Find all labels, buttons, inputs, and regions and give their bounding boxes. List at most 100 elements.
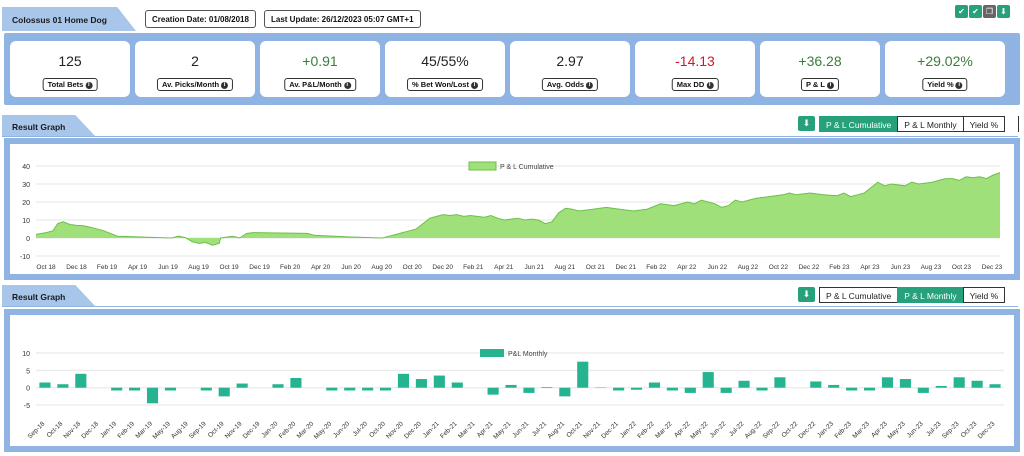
x-tick-label: Feb-19 <box>116 420 136 440</box>
monthly-bar <box>200 387 212 391</box>
check-alt-icon[interactable]: ✔ <box>969 5 982 18</box>
monthly-bar <box>75 373 87 388</box>
x-tick-label: Mar-19 <box>134 420 154 440</box>
legend-label: P & L Cumulative <box>500 164 554 171</box>
stat-label[interactable]: Max DD i <box>671 78 719 91</box>
stat-value: -14.13 <box>675 53 715 69</box>
x-tick-label: Aug 23 <box>921 264 942 271</box>
section-divider <box>2 306 1018 307</box>
divider <box>1018 116 1019 132</box>
chart-mode-monthly-button[interactable]: P & L Monthly <box>897 116 964 132</box>
monthly-bar <box>397 373 410 388</box>
download-chart-button[interactable]: ⬇ <box>798 116 815 131</box>
cumulative-area <box>36 172 1000 246</box>
stat-value: 125 <box>58 53 82 69</box>
chart-mode-yield-button[interactable]: Yield % <box>962 287 1006 303</box>
copy-icon[interactable]: ❐ <box>983 5 996 18</box>
x-tick-label: Jun 19 <box>158 264 178 271</box>
x-tick-label: Dec 23 <box>982 264 1003 271</box>
x-tick-label: Feb 22 <box>646 264 667 271</box>
x-tick-label: Dec 19 <box>249 264 270 271</box>
y-tick-label: 20 <box>22 200 30 207</box>
stat-label[interactable]: Yield % i <box>922 78 968 91</box>
cumulative-chart-panel: -10 0 10 20 30 40 Oct 18 Dec 18 Feb 19 Apr 19 Jun … <box>4 138 1020 280</box>
stat-label[interactable]: % Bet Won/Lost i <box>407 78 483 91</box>
chart-mode-cumulative-button[interactable]: P & L Cumulative <box>819 287 899 303</box>
monthly-bar <box>577 361 589 388</box>
download-chart-button[interactable]: ⬇ <box>798 287 815 302</box>
stat-value: +0.91 <box>302 53 338 69</box>
info-icon[interactable]: i <box>827 81 835 89</box>
x-tick-label: Feb-21 <box>439 420 459 440</box>
x-tick-label: Oct-18 <box>46 420 65 439</box>
check-icon[interactable]: ✔ <box>955 5 968 18</box>
x-tick-label: Oct 22 <box>769 264 789 271</box>
x-tick-label: Apr 19 <box>128 264 148 271</box>
x-tick-label: Nov-19 <box>224 420 244 440</box>
result-graph-tab-1: Result Graph <box>2 115 96 137</box>
x-tick-label: Oct 21 <box>586 264 606 271</box>
stat-label[interactable]: Avg. Odds i <box>541 78 599 91</box>
x-tick-label: Feb-22 <box>636 420 656 440</box>
section-title: Result Graph <box>12 292 66 302</box>
x-tick-label: Aug-22 <box>744 420 764 440</box>
monthly-bar <box>738 380 750 388</box>
x-tick-label: Apr 21 <box>494 264 514 271</box>
cumulative-line <box>35 172 1001 246</box>
x-tick-label: Jan-21 <box>422 420 441 439</box>
x-tick-label: Oct-19 <box>207 420 226 439</box>
info-icon[interactable]: i <box>85 81 93 89</box>
x-tick-label: Jan-23 <box>816 420 835 439</box>
x-tick-label: Feb 19 <box>97 264 118 271</box>
x-tick-label: Dec-21 <box>600 420 620 440</box>
chart-mode-yield-button[interactable]: Yield % <box>962 116 1006 132</box>
monthly-bar <box>917 387 929 393</box>
info-icon[interactable]: i <box>586 81 594 89</box>
x-tick-label: Nov-18 <box>62 420 82 440</box>
info-icon[interactable]: i <box>706 81 714 89</box>
info-icon[interactable]: i <box>343 81 351 89</box>
monthly-chart-panel: -5 0 5 10 Sep-18 Oct-18 Nov-18 Dec-18 Jan-19 Feb-… <box>4 309 1020 452</box>
x-tick-label: Oct 18 <box>36 264 56 271</box>
stats-panel: 125 Total Bets i 2 Av. Picks/Month i +0.91 Av. … <box>4 33 1020 105</box>
y-tick-label: 30 <box>22 182 30 189</box>
x-tick-label: Dec-18 <box>80 420 100 440</box>
x-tick-label: Aug 19 <box>188 264 209 271</box>
info-icon[interactable]: i <box>221 81 229 89</box>
monthly-bar <box>720 387 732 393</box>
x-tick-label: Jun-21 <box>511 420 530 439</box>
info-icon[interactable]: i <box>470 81 478 89</box>
chart-mode-cumulative-button[interactable]: P & L Cumulative <box>819 116 899 132</box>
stat-label[interactable]: Total Bets i <box>42 78 98 91</box>
monthly-bar <box>236 383 248 388</box>
x-tick-label: Jun-22 <box>709 420 728 439</box>
monthly-bar <box>899 379 911 388</box>
info-icon[interactable]: i <box>955 81 963 89</box>
download-icon[interactable]: ⬇ <box>997 5 1010 18</box>
monthly-bar <box>702 372 714 388</box>
stat-label-text: Total Bets <box>47 80 84 89</box>
x-tick-label: Feb 21 <box>463 264 484 271</box>
monthly-bar <box>129 387 141 391</box>
stat-card: -14.13 Max DD i <box>635 41 755 97</box>
x-tick-label: Dec-20 <box>403 420 423 440</box>
stat-label-text: Av. P&L/Month <box>289 80 342 89</box>
x-tick-label: Jan-19 <box>99 420 118 439</box>
legend-label: P&L Monthly <box>508 351 548 358</box>
x-tick-label: Oct-23 <box>960 420 979 439</box>
stat-label-text: Av. Picks/Month <box>161 80 220 89</box>
chart-mode-monthly-button[interactable]: P & L Monthly <box>897 287 964 303</box>
x-tick-label: Jan-20 <box>260 420 279 439</box>
stat-label[interactable]: Av. Picks/Month i <box>156 78 234 91</box>
monthly-bar <box>39 382 51 388</box>
stat-label[interactable]: Av. P&L/Month i <box>284 78 356 91</box>
stat-label-text: Yield % <box>927 80 954 89</box>
monthly-bar <box>362 387 374 391</box>
y-tick-label: -10 <box>20 254 30 261</box>
x-tick-label: Apr 23 <box>860 264 880 271</box>
legend-swatch <box>468 161 497 171</box>
x-tick-label: Aug 21 <box>554 264 575 271</box>
